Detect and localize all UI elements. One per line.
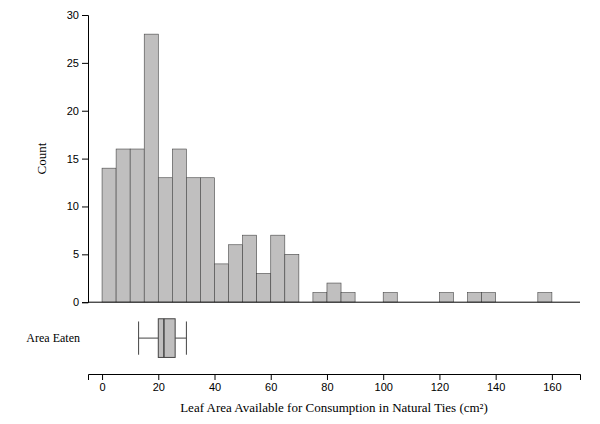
- histogram-bar: [186, 178, 200, 302]
- tick-label: 30: [67, 9, 79, 21]
- tick-label: 25: [67, 57, 79, 69]
- boxplot-panel: Area Eaten 0 20 40 60 80 100 120 140 160 Leaf Area…: [26, 319, 580, 415]
- tick: 140: [487, 374, 505, 393]
- histogram-bar: [285, 254, 299, 302]
- tick-label: 10: [67, 200, 79, 212]
- tick-mark: [215, 374, 216, 380]
- histogram-bar: [200, 178, 214, 302]
- bars: [102, 34, 552, 302]
- tick: 5: [73, 248, 88, 260]
- tick: 10: [67, 200, 88, 212]
- tick-label: 15: [67, 153, 79, 165]
- tick: 30: [67, 9, 88, 21]
- tick-label: 40: [209, 381, 221, 393]
- histogram-bar: [158, 178, 172, 302]
- histogram-bar: [172, 149, 186, 302]
- histogram-bar: [468, 293, 482, 303]
- tick-label: 60: [265, 381, 277, 393]
- axis-line: [82, 16, 89, 303]
- histogram-bar: [144, 34, 158, 302]
- tick-mark: [82, 15, 88, 16]
- x-axis: 0 20 40 60 80 100 120 140 160: [89, 374, 581, 393]
- histogram-bar: [229, 245, 243, 302]
- tick-label: 20: [67, 105, 79, 117]
- histogram-bar: [538, 293, 552, 303]
- tick: 20: [67, 105, 88, 117]
- histogram-bar: [327, 283, 341, 302]
- histogram-panel: 0 5 10 15 20 25 30 Count: [34, 9, 580, 308]
- histogram-bar: [341, 293, 355, 303]
- tick-mark: [82, 254, 88, 255]
- y-axis-title: Count: [34, 142, 49, 174]
- tick: 80: [321, 374, 333, 393]
- tick-mark: [271, 374, 272, 380]
- whisker: [139, 338, 159, 339]
- histogram-bar: [383, 293, 397, 303]
- tick-mark: [496, 374, 497, 380]
- histogram-bar: [257, 273, 271, 302]
- histogram-bar: [243, 235, 257, 302]
- histogram-bar: [215, 264, 229, 302]
- histogram-bar: [313, 293, 327, 303]
- boxplot: [139, 319, 187, 358]
- tick-label: 140: [487, 381, 505, 393]
- tick: 60: [265, 374, 277, 393]
- tick-mark: [82, 159, 88, 160]
- tick-label: 0: [73, 296, 79, 308]
- x-axis-title: Leaf Area Available for Consumption in N…: [180, 400, 488, 415]
- whisker: [175, 338, 186, 339]
- tick: 120: [431, 374, 449, 393]
- histogram-bar: [271, 235, 285, 302]
- histogram-bar: [102, 168, 116, 302]
- median-line: [163, 319, 165, 358]
- tick-label: 0: [99, 381, 105, 393]
- tick-label: 5: [73, 248, 79, 260]
- tick: 100: [375, 374, 393, 393]
- whisker-cap: [186, 321, 187, 354]
- histogram-bar: [130, 149, 144, 302]
- tick: 15: [67, 153, 88, 165]
- chart: 0 5 10 15 20 25 30 Count Area Eaten 0 20 40 60 80 100 1…: [0, 0, 600, 424]
- axis-line: [89, 375, 581, 381]
- tick-mark: [439, 374, 440, 380]
- tick-label: 20: [153, 381, 165, 393]
- tick-label: 80: [321, 381, 333, 393]
- tick: 0: [73, 296, 88, 308]
- tick: 20: [153, 374, 165, 393]
- tick: 160: [543, 374, 561, 393]
- tick-label: 100: [375, 381, 393, 393]
- tick: 0: [99, 374, 105, 393]
- tick: 40: [209, 374, 221, 393]
- tick-mark: [82, 63, 88, 64]
- tick-mark: [327, 374, 328, 380]
- tick-mark: [158, 374, 159, 380]
- tick-label: 120: [431, 381, 449, 393]
- histogram-bar: [116, 149, 130, 302]
- tick: 25: [67, 57, 88, 69]
- tick-mark: [82, 302, 88, 303]
- box: [158, 319, 175, 358]
- tick-mark: [102, 374, 103, 380]
- tick-mark: [383, 374, 384, 380]
- tick-mark: [82, 111, 88, 112]
- x-axis-line: [88, 302, 580, 303]
- histogram-bar: [482, 293, 496, 303]
- category-label: Area Eaten: [26, 331, 80, 345]
- tick-mark: [82, 206, 88, 207]
- whisker-cap: [138, 321, 139, 354]
- tick-mark: [552, 374, 553, 380]
- tick-label: 160: [543, 381, 561, 393]
- y-axis: 0 5 10 15 20 25 30: [67, 9, 89, 308]
- histogram-bar: [439, 293, 453, 303]
